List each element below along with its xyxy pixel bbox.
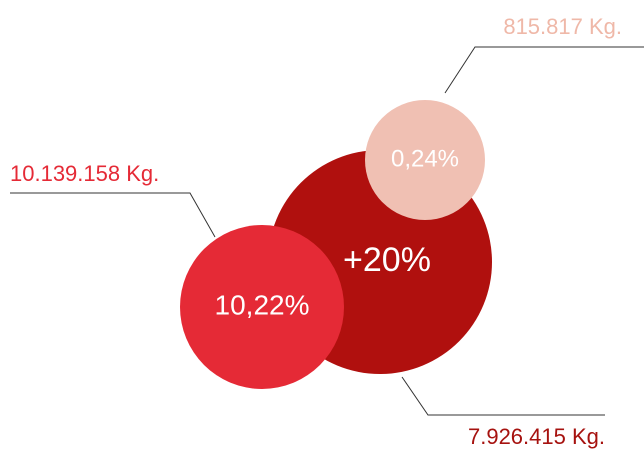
leader-line [401,376,605,416]
leader-line [10,192,216,238]
bubble-medium [180,225,344,389]
amount-label: 815.817 Kg. [503,14,622,39]
amount-label: 7.926.415 Kg. [468,424,605,449]
bubble-label: +20% [343,241,431,279]
bubble-small [365,100,485,220]
amount-label: 10.139.158 Kg. [10,161,159,186]
leader-line [444,46,644,94]
bubble-label: 0,24% [391,145,459,172]
bubble-label: 10,22% [215,289,310,320]
